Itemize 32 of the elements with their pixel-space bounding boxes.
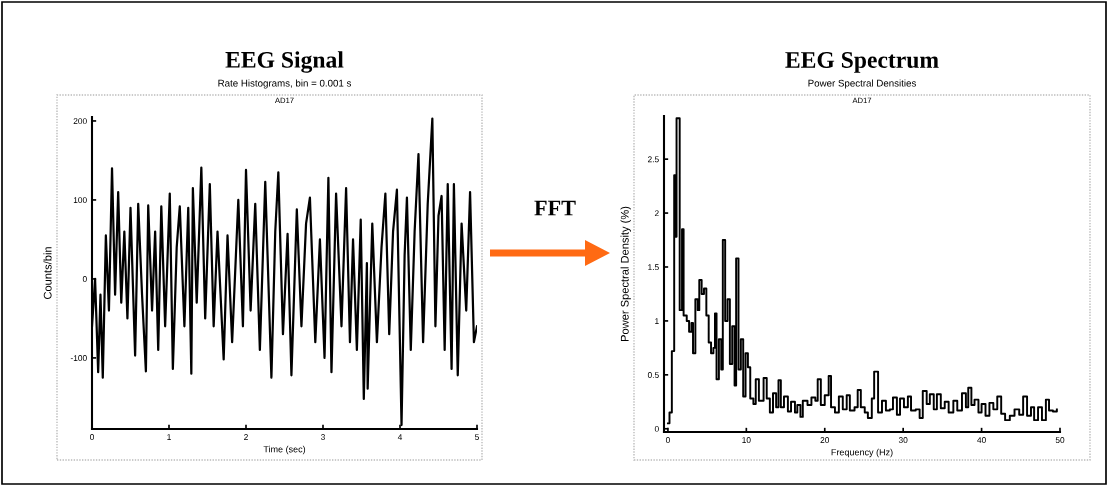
y-tick-label: 200 — [73, 118, 87, 125]
y-axis-title: Power Spectral Density (%) — [620, 206, 631, 342]
x-tick-label: 10 — [742, 437, 751, 443]
chart-subtitle: Power Spectral Densities — [808, 79, 916, 89]
x-tick-label: 1 — [167, 434, 171, 440]
x-tick-label: 2 — [244, 434, 248, 440]
y-axis-title: Counts/bin — [43, 247, 52, 299]
y-tick-label: 1.5 — [648, 264, 659, 271]
chart-subtitle: Rate Histograms, bin = 0.001 s — [218, 79, 352, 89]
text: FFT — [534, 200, 576, 216]
y-tick-label: -100 — [70, 355, 87, 362]
x-tick-label: 3 — [321, 434, 325, 440]
x-axis-title: Frequency (Hz) — [831, 448, 893, 458]
x-tick-label: 40 — [977, 437, 986, 443]
x-tick-label: 4 — [397, 434, 403, 440]
y-tick-label: 0 — [654, 425, 659, 432]
x-tick-label: 0 — [665, 437, 670, 443]
x-axis-title: Time (sec) — [263, 445, 306, 455]
x-tick-label: 20 — [820, 437, 830, 443]
y-tick-label: 2.5 — [647, 156, 659, 163]
line-series — [92, 117, 477, 427]
chart-title: EEG Spectrum — [785, 52, 939, 73]
x-tick-label: 50 — [1055, 437, 1065, 443]
y-tick-label: 0 — [82, 276, 87, 283]
y-tick-label: 100 — [73, 197, 87, 204]
x-tick-label: 0 — [90, 434, 94, 440]
chart-title: EEG Signal — [225, 51, 344, 73]
y-tick-label: 0.5 — [647, 372, 659, 378]
y-tick-label: 2 — [654, 210, 659, 217]
x-tick-label: 5 — [475, 434, 479, 440]
x-tick-label: 30 — [898, 437, 908, 443]
y-tick-label: 1 — [655, 318, 659, 324]
